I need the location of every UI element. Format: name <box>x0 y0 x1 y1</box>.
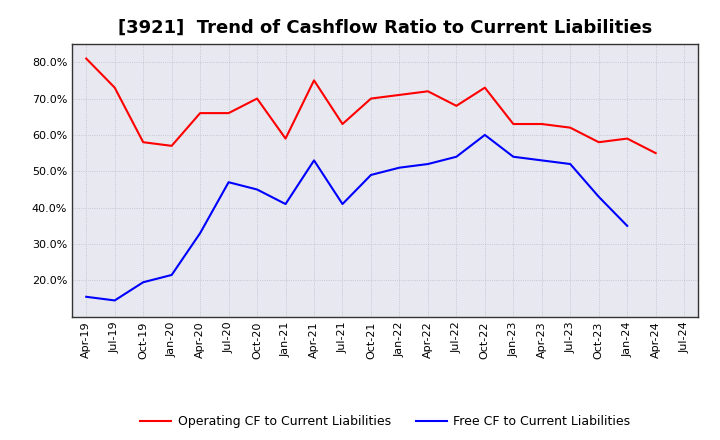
Operating CF to Current Liabilities <box>480 85 489 90</box>
Free CF to Current Liabilities <box>196 231 204 236</box>
Operating CF to Current Liabilities <box>196 110 204 116</box>
Free CF to Current Liabilities <box>537 158 546 163</box>
Operating CF to Current Liabilities <box>225 110 233 116</box>
Free CF to Current Liabilities <box>310 158 318 163</box>
Operating CF to Current Liabilities <box>452 103 461 109</box>
Operating CF to Current Liabilities <box>110 85 119 90</box>
Free CF to Current Liabilities <box>395 165 404 170</box>
Operating CF to Current Liabilities <box>623 136 631 141</box>
Operating CF to Current Liabilities <box>509 121 518 127</box>
Free CF to Current Liabilities <box>480 132 489 138</box>
Free CF to Current Liabilities <box>225 180 233 185</box>
Line: Operating CF to Current Liabilities: Operating CF to Current Liabilities <box>86 59 656 153</box>
Free CF to Current Liabilities <box>110 298 119 303</box>
Free CF to Current Liabilities <box>623 223 631 228</box>
Free CF to Current Liabilities <box>509 154 518 159</box>
Line: Free CF to Current Liabilities: Free CF to Current Liabilities <box>86 135 627 301</box>
Operating CF to Current Liabilities <box>310 78 318 83</box>
Free CF to Current Liabilities <box>595 194 603 199</box>
Free CF to Current Liabilities <box>253 187 261 192</box>
Operating CF to Current Liabilities <box>338 121 347 127</box>
Operating CF to Current Liabilities <box>253 96 261 101</box>
Free CF to Current Liabilities <box>366 172 375 178</box>
Operating CF to Current Liabilities <box>537 121 546 127</box>
Operating CF to Current Liabilities <box>423 88 432 94</box>
Free CF to Current Liabilities <box>139 279 148 285</box>
Operating CF to Current Liabilities <box>595 139 603 145</box>
Operating CF to Current Liabilities <box>395 92 404 98</box>
Legend: Operating CF to Current Liabilities, Free CF to Current Liabilities: Operating CF to Current Liabilities, Fre… <box>135 411 635 433</box>
Free CF to Current Liabilities <box>82 294 91 300</box>
Free CF to Current Liabilities <box>423 161 432 167</box>
Operating CF to Current Liabilities <box>82 56 91 61</box>
Operating CF to Current Liabilities <box>566 125 575 130</box>
Free CF to Current Liabilities <box>452 154 461 159</box>
Operating CF to Current Liabilities <box>139 139 148 145</box>
Operating CF to Current Liabilities <box>167 143 176 148</box>
Title: [3921]  Trend of Cashflow Ratio to Current Liabilities: [3921] Trend of Cashflow Ratio to Curren… <box>118 19 652 37</box>
Free CF to Current Liabilities <box>167 272 176 278</box>
Operating CF to Current Liabilities <box>366 96 375 101</box>
Free CF to Current Liabilities <box>282 202 290 207</box>
Free CF to Current Liabilities <box>566 161 575 167</box>
Operating CF to Current Liabilities <box>652 150 660 156</box>
Free CF to Current Liabilities <box>338 202 347 207</box>
Operating CF to Current Liabilities <box>282 136 290 141</box>
